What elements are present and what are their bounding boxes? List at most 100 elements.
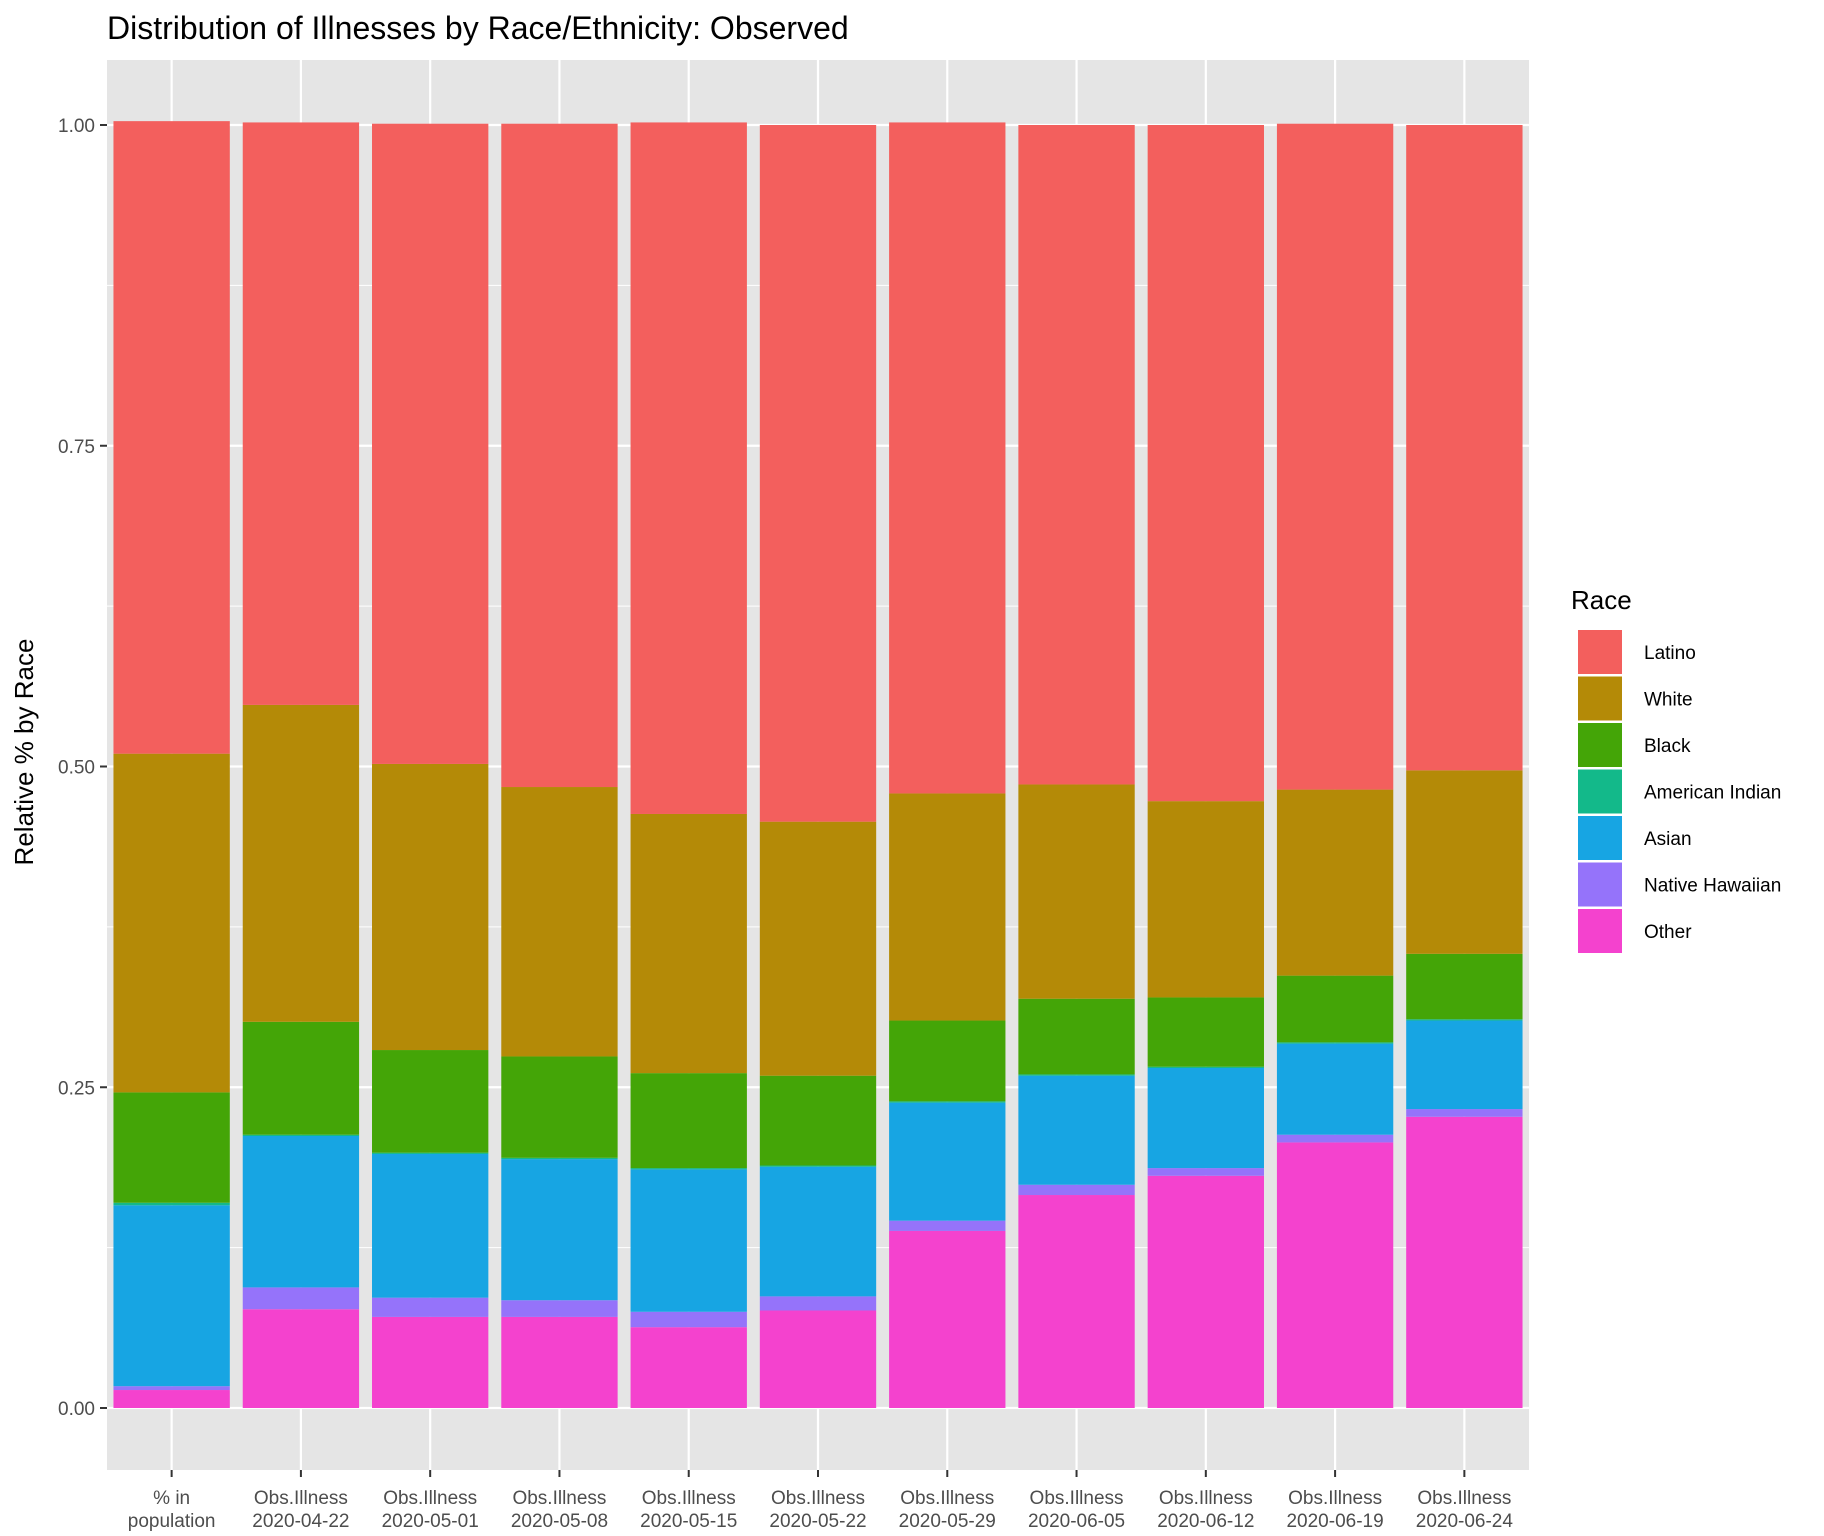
bar-segment-white	[630, 813, 747, 1074]
legend-items: Latino White Black American Indian Asian Nati…	[1578, 630, 1781, 953]
legend-title: Race	[1571, 585, 1632, 615]
bar-segment-other	[1147, 1175, 1264, 1408]
y-tick-label: 0.00	[58, 1399, 95, 1420]
bar-segment-white	[242, 704, 360, 1022]
x-tick-label: Obs.Illness 2020-06-05	[1028, 1488, 1125, 1532]
y-tick-label: 0.75	[58, 437, 95, 458]
bar-segment-black	[1147, 997, 1264, 1067]
x-tick-label: Obs.Illness 2020-06-24	[1416, 1488, 1514, 1532]
bar-segment-other	[759, 1310, 877, 1408]
bar-segment-black	[630, 1073, 747, 1169]
bar-segment-asian	[1406, 1020, 1523, 1110]
bar-segment-american-indian	[630, 1168, 747, 1170]
bar-segment-white	[113, 753, 230, 1093]
bar-segment-other	[1276, 1142, 1394, 1408]
bar-segment-latino	[1276, 123, 1394, 790]
bar-segment-latino	[1018, 125, 1135, 785]
bar-segment-latino	[372, 123, 489, 764]
y-tick-label: 0.25	[58, 1078, 95, 1099]
bar-segment-american-indian	[113, 1202, 230, 1206]
bar-segment-asian	[1018, 1075, 1135, 1185]
legend-key	[1578, 676, 1622, 721]
bar-segment-black	[1276, 975, 1394, 1043]
bar-segment-asian	[372, 1153, 489, 1298]
bar-segment-american-indian	[372, 1152, 489, 1154]
bar-segment-native-hawaiian	[1276, 1134, 1394, 1143]
bar-segment-other	[630, 1327, 747, 1408]
bar-segment-asian	[501, 1159, 618, 1301]
y-axis-title: Relative % by Race	[9, 639, 39, 866]
bar-segment-black	[1018, 998, 1135, 1075]
y-tick-label: 0.50	[58, 758, 95, 779]
bar-segment-native-hawaiian	[501, 1300, 618, 1317]
bar-segment-asian	[630, 1169, 747, 1312]
legend-key	[1578, 769, 1622, 814]
bar-segment-latino	[1147, 125, 1264, 802]
bar-segment-native-hawaiian	[113, 1386, 230, 1391]
bar-segment-black	[501, 1056, 618, 1158]
bar-segment-latino	[242, 122, 360, 705]
chart-title: Distribution of Illnesses by Race/Ethnic…	[107, 10, 849, 46]
bar-segment-asian	[889, 1102, 1006, 1221]
legend-label: Other	[1644, 922, 1692, 943]
legend-label: Latino	[1644, 643, 1696, 664]
x-tick-label: Obs.Illness 2020-05-15	[640, 1488, 737, 1532]
bar-segment-american-indian	[501, 1157, 618, 1160]
bar-segment-other	[242, 1309, 360, 1408]
bar-segment-native-hawaiian	[630, 1311, 747, 1328]
bar-segment-other	[113, 1390, 230, 1408]
stacked-bars	[113, 121, 1523, 1408]
legend-label: White	[1644, 690, 1693, 711]
bar-segment-white	[1018, 784, 1135, 999]
legend-label: Asian	[1644, 829, 1692, 850]
bar-segment-asian	[242, 1136, 360, 1288]
bar-segment-white	[889, 793, 1006, 1021]
bar-segment-american-indian	[1147, 1066, 1264, 1069]
bar-segment-american-indian	[1406, 1019, 1523, 1021]
bar-segment-american-indian	[759, 1165, 877, 1167]
bar-segment-black	[1406, 953, 1523, 1020]
y-axis-ticks: 0.00 0.25 0.50 0.75 1.00	[58, 116, 107, 1420]
x-tick-label: Obs.Illness 2020-05-08	[511, 1488, 608, 1532]
x-tick-label: Obs.Illness 2020-05-22	[769, 1488, 866, 1532]
bar-segment-asian	[759, 1166, 877, 1297]
bar-segment-black	[889, 1020, 1006, 1102]
legend-key	[1578, 816, 1622, 860]
bar-segment-latino	[113, 121, 230, 754]
x-tick-label: Obs.Illness 2020-06-12	[1157, 1488, 1254, 1532]
bar-segment-american-indian	[889, 1101, 1006, 1103]
bar-segment-black	[372, 1050, 489, 1153]
bar-segment-white	[372, 763, 489, 1051]
bar-segment-latino	[501, 123, 618, 788]
x-axis-ticks: % in population Obs.Illness 2020-04-22 Obs.I…	[128, 1470, 1514, 1532]
bar-segment-native-hawaiian	[1147, 1168, 1264, 1176]
bar-segment-native-hawaiian	[1018, 1184, 1135, 1196]
bar-segment-latino	[1406, 125, 1523, 771]
x-tick-label: Obs.Illness 2020-05-29	[899, 1488, 996, 1532]
bar-segment-white	[501, 787, 618, 1057]
bar-segment-native-hawaiian	[889, 1220, 1006, 1231]
bar-segment-other	[1406, 1116, 1523, 1408]
bar-segment-white	[1276, 789, 1394, 976]
bar-segment-asian	[1276, 1043, 1394, 1135]
bar-segment-native-hawaiian	[372, 1297, 489, 1317]
legend-label: Black	[1644, 736, 1691, 757]
legend-label: Native Hawaiian	[1644, 876, 1781, 897]
x-tick-label: Obs.Illness 2020-06-19	[1286, 1488, 1383, 1532]
bar-segment-black	[759, 1075, 877, 1166]
legend: Race Latino White Black American Indian Asia…	[1571, 585, 1781, 953]
legend-key	[1578, 630, 1622, 674]
legend-key	[1578, 862, 1622, 907]
bar-segment-american-indian	[1276, 1042, 1394, 1044]
bar-segment-other	[372, 1316, 489, 1408]
bar-segment-native-hawaiian	[1406, 1109, 1523, 1117]
bar-segment-other	[501, 1316, 618, 1408]
bar-segment-other	[1018, 1195, 1135, 1408]
bar-segment-white	[759, 821, 877, 1076]
bar-segment-other	[889, 1230, 1006, 1408]
bar-segment-asian	[113, 1205, 230, 1387]
legend-key	[1578, 723, 1622, 767]
bar-segment-white	[1147, 801, 1264, 998]
x-tick-label: Obs.Illness 2020-05-01	[382, 1488, 479, 1532]
